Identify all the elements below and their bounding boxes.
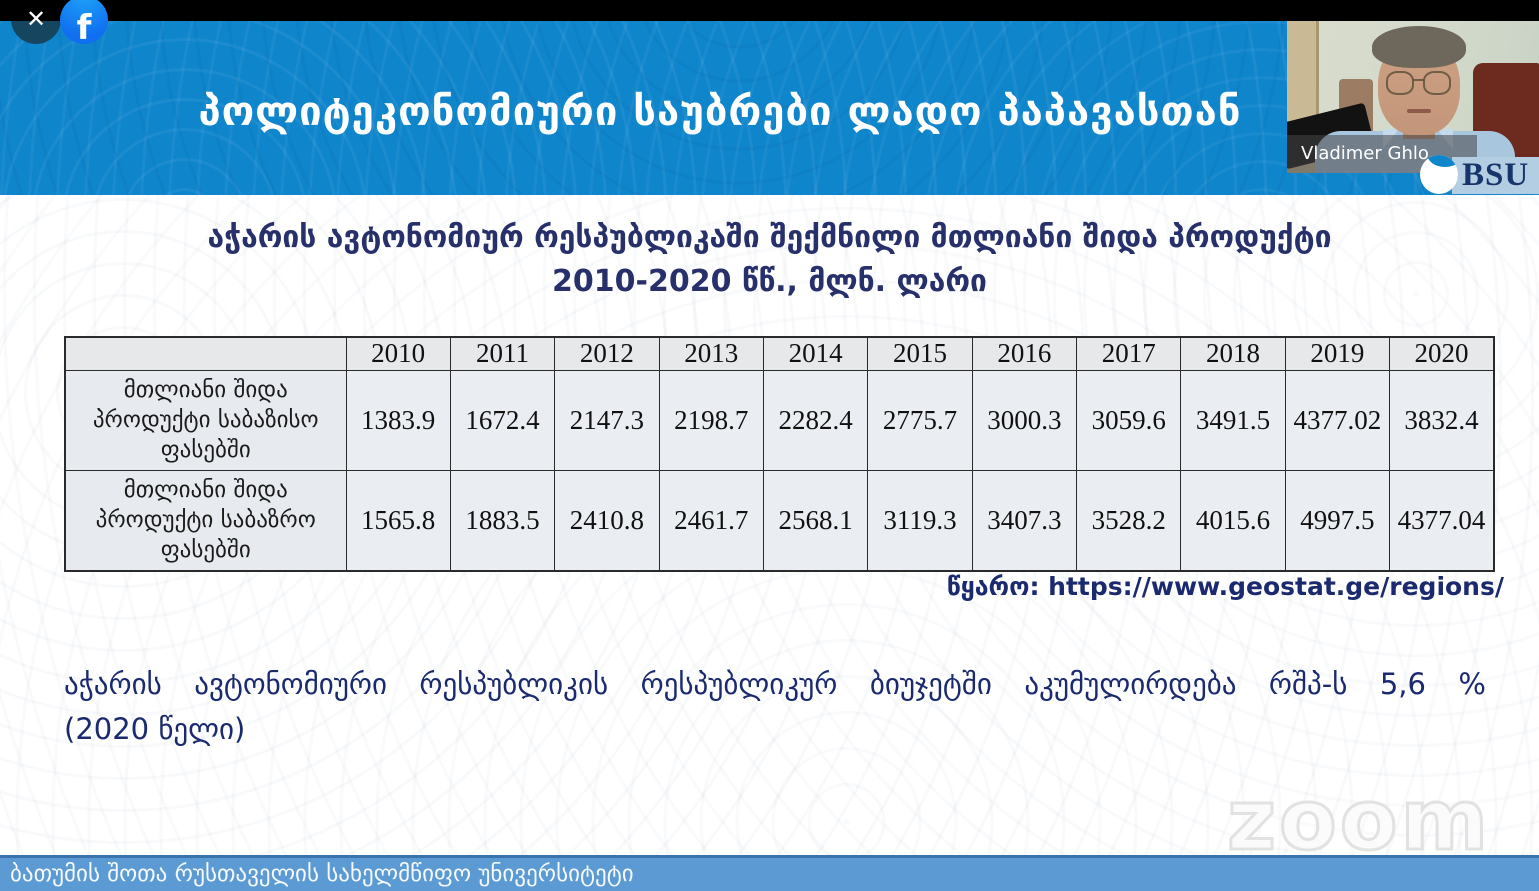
close-icon: ✕ [25, 5, 47, 33]
table-body: მთლიანი შიდა პროდუქტი საბაზისო ფასებში 13… [64, 369, 1495, 572]
stream-title: პოლიტეკონომიური საუბრები ლადო პაპავასთან [198, 89, 1242, 135]
year-header-cell: 2015 [867, 336, 973, 371]
value-cell: 2568.1 [762, 469, 869, 572]
value-cell: 3000.3 [971, 369, 1078, 471]
year-header-cell: 2014 [762, 336, 869, 371]
value-cell: 1383.9 [345, 369, 451, 471]
gdp-table: 2010 2011 2012 2013 2014 2015 2016 2017 2018 2019… [64, 336, 1495, 572]
facebook-button[interactable]: f [60, 0, 108, 48]
speaker-mouth [1407, 109, 1431, 113]
glasses-right-lens [1423, 71, 1451, 95]
value-cell: 1565.8 [345, 469, 451, 572]
table-header-row: 2010 2011 2012 2013 2014 2015 2016 2017 2018 2019… [64, 336, 1495, 371]
table-row: მთლიანი შიდა პროდუქტი საბაზრო ფასებში 156… [64, 469, 1495, 572]
university-name: ბათუმის შოთა რუსთაველის სახელმწიფო უნივე… [10, 861, 634, 887]
value-cell: 3491.5 [1180, 369, 1286, 471]
close-button[interactable]: ✕ [11, 0, 61, 44]
bsu-logo-backdrop [1452, 157, 1539, 194]
row-label-cell: მთლიანი შიდა პროდუქტი საბაზისო ფასებში [64, 369, 347, 471]
top-black-bar [0, 0, 1539, 21]
webcam-tile[interactable]: Vladimer Ghlo... [1287, 21, 1539, 173]
value-cell: 4377.04 [1389, 469, 1495, 572]
value-cell: 1672.4 [449, 369, 556, 471]
slide-area: აჭარის ავტონომიურ რესპუბლიკაში შექმნილი … [0, 195, 1539, 864]
year-header-cell: 2013 [658, 336, 764, 371]
value-cell: 3119.3 [867, 469, 973, 572]
year-header-cell: 2016 [971, 336, 1078, 371]
year-header-cell: 2017 [1076, 336, 1182, 371]
value-cell: 2775.7 [867, 369, 973, 471]
row-label-cell: მთლიანი შიდა პროდუქტი საბაზრო ფასებში [64, 469, 347, 572]
year-header-cell: 2010 [345, 336, 451, 371]
value-cell: 1883.5 [449, 469, 556, 572]
header-band: პოლიტეკონომიური საუბრები ლადო პაპავასთან [0, 21, 1539, 195]
note-text-line2: (2020 წელი) [64, 712, 246, 746]
year-header-cell: 2018 [1180, 336, 1286, 371]
value-cell: 3832.4 [1389, 369, 1495, 471]
value-cell: 2282.4 [762, 369, 869, 471]
bsu-globe-icon [1420, 155, 1458, 194]
footer-bar: ბათუმის შოთა რუსთაველის სახელმწიფო უნივე… [0, 855, 1539, 891]
speaker-hair [1372, 26, 1466, 68]
year-header-cell: 2019 [1284, 336, 1391, 371]
slide-content: აჭარის ავტონომიურ რესპუბლიკაში შექმნილი … [0, 195, 1539, 864]
value-cell: 4997.5 [1284, 469, 1391, 572]
value-cell: 3528.2 [1076, 469, 1182, 572]
value-cell: 4377.02 [1284, 369, 1391, 471]
table-row: მთლიანი შიდა პროდუქტი საბაზისო ფასებში 13… [64, 369, 1495, 471]
year-header-cell: 2011 [449, 336, 556, 371]
bsu-logo-text: BSU [1462, 157, 1530, 193]
glasses-left-lens [1386, 71, 1414, 95]
slide-title-line2: 2010-2020 წწ., მლნ. ლარი [552, 264, 987, 299]
table-corner-cell [64, 336, 347, 371]
slide-title-line1: აჭარის ავტონომიურ რესპუბლიკაში შექმნილი … [207, 220, 1332, 255]
value-cell: 2461.7 [658, 469, 764, 572]
value-cell: 3059.6 [1076, 369, 1182, 471]
year-header-cell: 2012 [554, 336, 660, 371]
value-cell: 2147.3 [554, 369, 660, 471]
note-text-line1: აჭარის ავტონომიური რესპუბლიკის რესპუბლიკ… [64, 667, 1486, 701]
year-header-cell: 2020 [1389, 336, 1495, 371]
source-line: წყარო: https://www.geostat.ge/regions/ [946, 572, 1504, 601]
value-cell: 2198.7 [658, 369, 764, 471]
value-cell: 4015.6 [1180, 469, 1286, 572]
glasses-bridge [1413, 79, 1424, 81]
facebook-icon: f [76, 7, 92, 48]
zoom-watermark: zoom [1226, 771, 1491, 869]
value-cell: 3407.3 [971, 469, 1078, 572]
value-cell: 2410.8 [554, 469, 660, 572]
